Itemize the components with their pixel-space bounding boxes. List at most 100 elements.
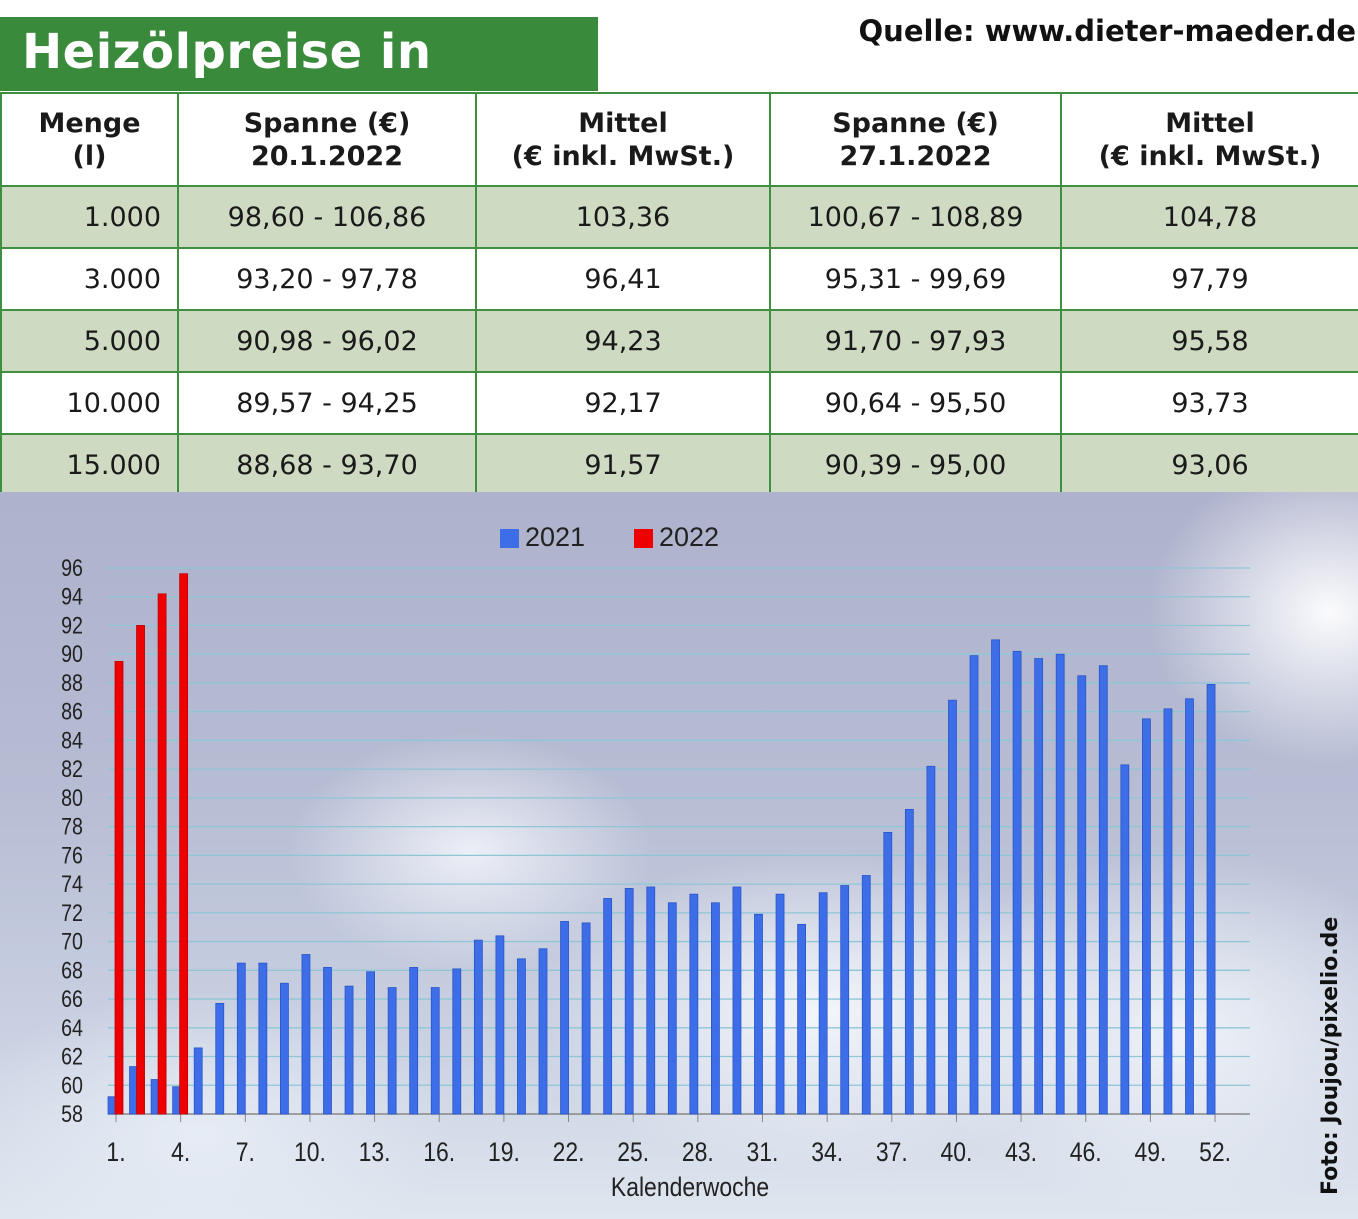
source-label: Quelle: www.dieter-maeder.de [858, 14, 1356, 48]
y-tick-label: 74 [61, 870, 83, 897]
table-cell: 93,73 [1060, 371, 1358, 435]
table-header-row: Menge (l) Spanne (€) 20.1.2022 Mittel (€ in… [0, 92, 1358, 187]
bar-2021 [473, 939, 483, 1115]
y-tick-label: 68 [61, 956, 83, 983]
bar-2021 [560, 921, 569, 1115]
bar-chart: 5860626466687072747678808284868890929496… [61, 554, 1250, 1167]
bar-2022 [136, 625, 145, 1115]
y-tick-label: 72 [61, 899, 83, 926]
x-tick-label: 43. [1005, 1137, 1037, 1167]
table-cell: 94,23 [475, 309, 771, 373]
header-mittel-1: Mittel (€ inkl. MwSt.) [475, 92, 771, 187]
bar-2021 [732, 886, 742, 1115]
table-cell: 103,36 [475, 185, 771, 249]
bar-2021 [517, 958, 526, 1115]
x-tick-label: 34. [811, 1137, 843, 1167]
header-mittel-2: Mittel (€ inkl. MwSt.) [1060, 92, 1358, 187]
bar-2021 [215, 1002, 225, 1115]
bar-2021 [193, 1047, 203, 1115]
table-cell: 95,58 [1060, 309, 1358, 373]
table-cell: 93,06 [1060, 433, 1358, 497]
x-tick-label: 28. [682, 1137, 714, 1167]
y-tick-label: 78 [61, 813, 83, 840]
y-tick-label: 58 [61, 1100, 83, 1127]
bar-2021 [387, 987, 397, 1115]
table-row: 1.000 98,60 - 106,86 103,36 100,67 - 108… [0, 185, 1358, 249]
y-tick-label: 70 [61, 928, 83, 955]
x-tick-label: 19. [488, 1137, 520, 1167]
x-tick-label: 31. [747, 1137, 779, 1167]
bar-2021 [1077, 675, 1087, 1115]
bar-2021 [797, 923, 806, 1115]
bar-2021 [323, 967, 332, 1115]
bar-2021 [1034, 658, 1044, 1115]
header-spanne-2: Spanne (€) 27.1.2022 [769, 92, 1062, 187]
x-axis-title: Kalenderwoche [610, 1172, 770, 1202]
y-tick-label: 66 [61, 985, 83, 1012]
table-row: 15.000 88,68 - 93,70 91,57 90,39 - 95,00… [0, 433, 1358, 497]
bar-2021 [969, 655, 979, 1115]
table-cell: 93,20 - 97,78 [177, 247, 477, 311]
header-spanne-1: Spanne (€) 20.1.2022 [177, 92, 477, 187]
bar-2021 [646, 886, 656, 1115]
bar-2021 [1185, 698, 1194, 1115]
table-cell: 5.000 [0, 309, 179, 373]
bar-2021 [603, 898, 613, 1115]
x-tick-label: 52. [1199, 1137, 1231, 1167]
bar-2021 [1098, 665, 1108, 1115]
table-cell: 90,64 - 95,50 [769, 371, 1062, 435]
price-table: Menge (l) Spanne (€) 20.1.2022 Mittel (€ in… [0, 92, 1358, 497]
legend-item-2022: 2022 [634, 522, 719, 553]
bar-2021 [991, 639, 1000, 1115]
bar-2021 [1120, 764, 1130, 1115]
bar-2021 [1012, 650, 1022, 1115]
table-cell: 89,57 - 94,25 [177, 371, 477, 435]
bar-2021 [581, 922, 591, 1115]
table-row: 5.000 90,98 - 96,02 94,23 91,70 - 97,93 … [0, 309, 1358, 373]
bar-2021 [883, 831, 893, 1115]
bar-2021 [366, 971, 376, 1115]
x-tick-label: 22. [553, 1137, 585, 1167]
y-tick-label: 88 [61, 669, 83, 696]
bar-2021 [279, 982, 289, 1115]
bar-2021 [775, 893, 785, 1115]
photo-credit: Foto: Joujou/pixelio.de [1318, 916, 1343, 1195]
table-cell: 98,60 - 106,86 [177, 185, 477, 249]
bar-2021 [840, 885, 850, 1115]
table-cell: 92,17 [475, 371, 771, 435]
y-tick-label: 76 [61, 841, 83, 868]
legend-item-2021: 2021 [500, 522, 585, 553]
y-tick-label: 92 [61, 612, 83, 639]
x-tick-label: 49. [1134, 1137, 1166, 1167]
table-cell: 91,70 - 97,93 [769, 309, 1062, 373]
table-cell: 88,68 - 93,70 [177, 433, 477, 497]
bar-2021 [1163, 708, 1173, 1115]
table-cell: 104,78 [1060, 185, 1358, 249]
bar-2021 [452, 968, 462, 1115]
x-tick-label: 1. [106, 1137, 125, 1167]
table-cell: 90,39 - 95,00 [769, 433, 1062, 497]
bar-2021 [409, 967, 419, 1115]
y-tick-label: 82 [61, 755, 83, 782]
bar-2021 [818, 892, 828, 1115]
x-tick-label: 13. [359, 1137, 391, 1167]
bar-2021 [1142, 718, 1151, 1115]
bar-2021 [301, 954, 311, 1115]
bar-2021 [667, 902, 677, 1115]
bar-2022 [157, 593, 167, 1115]
bar-2021 [689, 893, 699, 1115]
y-tick-label: 94 [61, 583, 83, 610]
table-cell: 3.000 [0, 247, 179, 311]
y-tick-label: 64 [61, 1014, 83, 1041]
y-tick-label: 80 [61, 784, 83, 811]
legend-swatch-2022 [634, 529, 653, 548]
table-cell: 1.000 [0, 185, 179, 249]
bar-2021 [948, 699, 957, 1115]
table-cell: 91,57 [475, 433, 771, 497]
bar-2021 [926, 765, 936, 1115]
table-cell: 90,98 - 96,02 [177, 309, 477, 373]
bar-2021 [258, 962, 268, 1115]
bar-2022 [179, 573, 189, 1115]
y-tick-label: 60 [61, 1071, 83, 1098]
y-tick-label: 86 [61, 698, 83, 725]
